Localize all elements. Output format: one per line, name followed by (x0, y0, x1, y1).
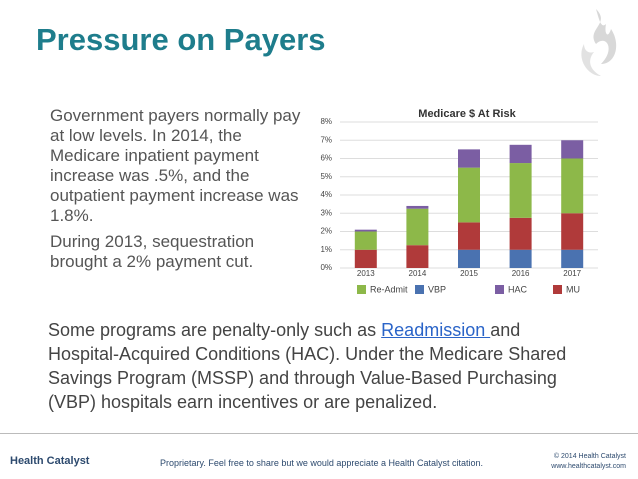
y-tick-label: 0% (320, 263, 332, 272)
x-tick-label: 2015 (460, 269, 478, 278)
copyright: © 2014 Health Catalyst (553, 453, 626, 460)
bar-segment (458, 149, 480, 168)
y-tick-label: 7% (320, 135, 332, 144)
bar-segment (406, 245, 429, 268)
bar-segment (406, 208, 429, 246)
y-tick-label: 4% (320, 190, 332, 199)
legend-swatch (495, 285, 504, 294)
text: Some programs are penalty-only such as (48, 320, 382, 340)
x-tick-label: 2016 (512, 269, 530, 278)
legend-label: Re-Admit (370, 284, 408, 294)
paragraph: Government payers normally pay at low le… (50, 106, 301, 225)
bottom-text: Some programs are penalty-only such as R… (48, 318, 593, 414)
website: www.healthcatalyst.com (551, 463, 626, 470)
bar-segment (354, 229, 377, 232)
paragraph: During 2013, sequestration brought a 2% … (50, 232, 255, 271)
bar-segment (561, 140, 584, 159)
bar-segment (406, 205, 429, 209)
footer-logo: Health Catalyst (10, 455, 90, 467)
bar-segment (458, 222, 480, 250)
footer-notice: Proprietary. Feel free to share but we w… (160, 458, 483, 468)
chart: Medicare $ At Risk 0% 1% 2% 3% 4% 5% 6% 7% 8% 201… (320, 108, 598, 294)
bar-segment (509, 144, 532, 164)
bar-segment (561, 213, 584, 250)
bar-segment (561, 249, 584, 268)
chart-title: Medicare $ At Risk (418, 108, 516, 120)
legend-label: HAC (508, 284, 528, 294)
left-text: Government payers normally pay at low le… (50, 106, 308, 278)
slide-title: Pressure on Payers (36, 22, 326, 57)
legend-swatch (553, 285, 562, 294)
logo-mark (581, 9, 617, 76)
link[interactable]: Readmission (381, 320, 491, 340)
bar-segment (509, 249, 532, 268)
text: and Hospital-Acquired Conditions (HAC). … (48, 320, 567, 412)
x-tick-label: 2017 (563, 269, 581, 278)
y-tick-label: 5% (320, 172, 332, 181)
footer-copyright: © 2014 Health Catalyst www.healthcatalyst… (551, 452, 626, 472)
bar-segment (509, 163, 532, 218)
y-tick-label: 6% (320, 154, 332, 163)
x-tick-label: 2013 (357, 269, 375, 278)
bar-segment (458, 167, 480, 223)
bar-segment (458, 249, 480, 268)
y-tick-label: 3% (320, 208, 332, 217)
x-tick-label: 2014 (409, 269, 427, 278)
footer-rule (0, 433, 638, 434)
y-tick-label: 8% (320, 117, 332, 126)
legend-swatch (357, 285, 366, 294)
legend-label: MU (566, 284, 580, 294)
bar-segment (354, 249, 377, 268)
bar-segment (509, 217, 532, 250)
bar-segment (561, 158, 584, 214)
legend-swatch (415, 285, 424, 294)
legend-label: VBP (428, 284, 446, 294)
y-tick-label: 1% (320, 245, 332, 254)
bar-segment (354, 231, 377, 250)
y-tick-label: 2% (320, 227, 332, 236)
